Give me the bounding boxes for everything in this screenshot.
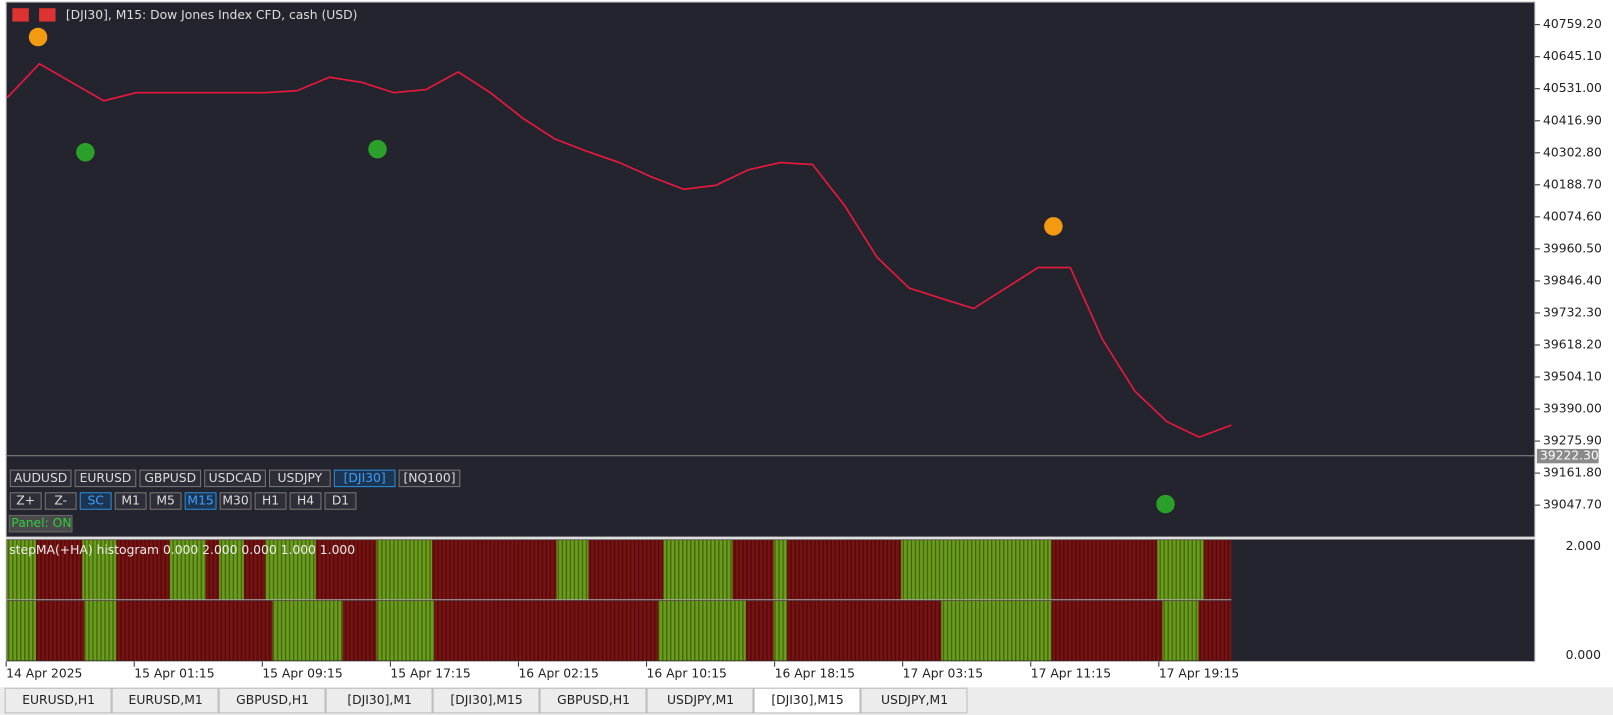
sell-signal bbox=[1044, 217, 1063, 236]
button[interactable] bbox=[204, 469, 266, 488]
button-label: D1 bbox=[332, 494, 349, 508]
indicator-axis-label: 0.000 bbox=[1566, 648, 1601, 662]
time-label: 15 Apr 01:15 bbox=[134, 666, 214, 680]
button-label: AUDUSD bbox=[14, 471, 67, 485]
time-label: 15 Apr 17:15 bbox=[390, 666, 470, 680]
button-label: Panel: ON bbox=[11, 516, 71, 530]
button-label: H1 bbox=[262, 494, 279, 508]
button[interactable] bbox=[8, 514, 73, 533]
price-label: 40074.60 bbox=[1543, 209, 1602, 223]
chart-title: [DJI30], M15: Dow Jones Index CFD, cash … bbox=[66, 8, 358, 22]
buy-signal bbox=[1156, 494, 1175, 514]
histogram-texture bbox=[7, 600, 1232, 661]
button[interactable] bbox=[333, 469, 396, 488]
button-label: GBPUSD bbox=[144, 471, 196, 485]
price-label: 39846.40 bbox=[1543, 273, 1602, 287]
tab[interactable] bbox=[432, 687, 540, 714]
price-label: 39960.50 bbox=[1543, 241, 1602, 255]
button[interactable] bbox=[269, 469, 331, 488]
tab[interactable] bbox=[325, 687, 433, 714]
button-label: M15 bbox=[187, 494, 213, 508]
time-label: 17 Apr 19:15 bbox=[1159, 666, 1239, 680]
button[interactable] bbox=[289, 492, 322, 510]
button[interactable] bbox=[184, 492, 217, 510]
price-label: 39618.20 bbox=[1543, 337, 1602, 351]
tab-label: GBPUSD,H1 bbox=[557, 693, 630, 707]
histogram bbox=[7, 540, 1232, 661]
button-label: H4 bbox=[297, 494, 314, 508]
time-label: 17 Apr 03:15 bbox=[903, 666, 983, 680]
tab-label: [DJI30],M15 bbox=[771, 693, 843, 707]
tab-label: [DJI30],M1 bbox=[347, 693, 411, 707]
button[interactable] bbox=[9, 492, 42, 510]
buy-signal bbox=[368, 139, 387, 159]
price-pane bbox=[5, 1, 1536, 538]
button-label: SC bbox=[87, 494, 103, 508]
tab[interactable] bbox=[218, 687, 326, 714]
button[interactable] bbox=[114, 492, 147, 510]
button[interactable] bbox=[149, 492, 182, 510]
button[interactable] bbox=[219, 492, 252, 510]
tab[interactable] bbox=[111, 687, 219, 714]
button-label: Z+ bbox=[16, 494, 35, 508]
button[interactable] bbox=[324, 492, 357, 510]
button-label: M5 bbox=[156, 494, 174, 508]
tab[interactable] bbox=[4, 687, 112, 714]
tab-label: USDJPY,M1 bbox=[881, 693, 948, 707]
button-label: [DJI30] bbox=[344, 471, 386, 485]
price-label: 40416.90 bbox=[1543, 113, 1602, 127]
time-label: 17 Apr 11:15 bbox=[1031, 666, 1111, 680]
time-label: 16 Apr 18:15 bbox=[775, 666, 855, 680]
button[interactable] bbox=[74, 469, 137, 488]
tab[interactable] bbox=[539, 687, 647, 714]
button-label: Z- bbox=[54, 494, 67, 508]
time-label: 16 Apr 02:15 bbox=[518, 666, 598, 680]
step-ma-line bbox=[6, 62, 1232, 439]
tab-label: EURUSD,M1 bbox=[129, 693, 203, 707]
button-label: EURUSD bbox=[80, 471, 132, 485]
price-label: 39161.80 bbox=[1543, 466, 1602, 480]
button-label: [NQ100] bbox=[403, 471, 455, 485]
price-label: 40531.00 bbox=[1543, 81, 1602, 95]
histogram-texture bbox=[7, 540, 1232, 600]
button[interactable] bbox=[398, 469, 461, 488]
price-label: 39275.90 bbox=[1543, 434, 1602, 448]
indicator-axis-label: 2.000 bbox=[1566, 539, 1601, 553]
button[interactable] bbox=[139, 469, 202, 488]
button[interactable] bbox=[79, 492, 112, 510]
tab[interactable] bbox=[753, 687, 861, 714]
price-label: 39390.00 bbox=[1543, 402, 1602, 416]
icon bbox=[39, 8, 56, 22]
button-label: USDCAD bbox=[209, 471, 262, 485]
icon bbox=[12, 8, 29, 22]
price-label: 39047.70 bbox=[1543, 498, 1602, 512]
button-label: M1 bbox=[121, 494, 139, 508]
time-label: 15 Apr 09:15 bbox=[262, 666, 342, 680]
tab-label: EURUSD,H1 bbox=[22, 693, 95, 707]
buy-signal bbox=[76, 143, 95, 162]
price-label: 40188.70 bbox=[1543, 177, 1602, 191]
button[interactable] bbox=[9, 469, 72, 488]
button-label: M30 bbox=[222, 494, 248, 508]
time-label: 16 Apr 10:15 bbox=[647, 666, 727, 680]
indicator-label: stepMA(+HA) histogram 0.000 2.000 0.000 … bbox=[9, 543, 355, 557]
current-price: 39222.30 bbox=[1540, 449, 1599, 463]
price-label: 40645.10 bbox=[1543, 49, 1602, 63]
price-label: 40302.80 bbox=[1543, 145, 1602, 159]
button[interactable] bbox=[254, 492, 287, 510]
tab-label: USDJPY,M1 bbox=[667, 693, 734, 707]
sell-signal bbox=[28, 27, 48, 47]
button[interactable] bbox=[44, 492, 77, 510]
price-marker bbox=[1536, 448, 1599, 464]
tab-label: GBPUSD,H1 bbox=[236, 693, 309, 707]
price-label: 39504.10 bbox=[1543, 370, 1602, 384]
tab[interactable] bbox=[860, 687, 968, 714]
button-label: USDJPY bbox=[278, 471, 323, 485]
price-label: 39732.30 bbox=[1543, 305, 1602, 319]
time-label: 14 Apr 2025 bbox=[6, 666, 82, 680]
tab[interactable] bbox=[646, 687, 754, 714]
tab-label: [DJI30],M15 bbox=[450, 693, 522, 707]
price-label: 40759.20 bbox=[1543, 17, 1602, 31]
